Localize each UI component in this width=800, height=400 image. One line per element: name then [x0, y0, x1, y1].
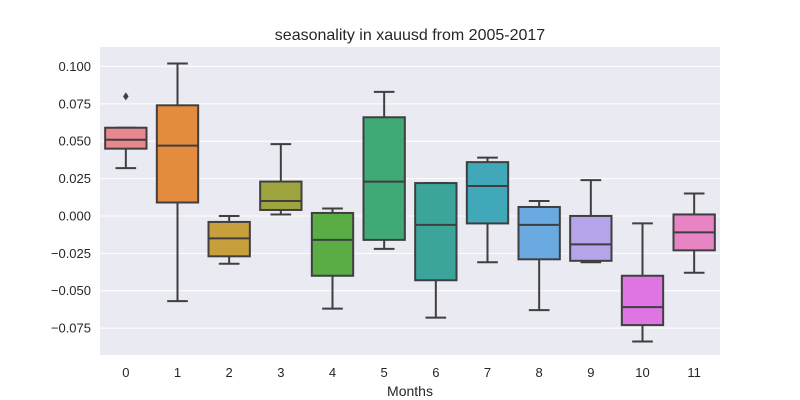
box-iqr — [310, 211, 355, 277]
x-tick-label: 2 — [226, 365, 233, 380]
y-tick-label: −0.050 — [51, 283, 91, 298]
y-tick-label: −0.075 — [51, 321, 91, 336]
x-tick-label: 11 — [687, 365, 701, 380]
plot-area — [100, 47, 720, 355]
x-tick-label: 10 — [635, 365, 649, 380]
box-month-9 — [569, 179, 613, 264]
y-tick-label: 0.000 — [58, 208, 91, 223]
x-tick-label: 6 — [432, 365, 439, 380]
box-month-3 — [259, 143, 303, 216]
box-iqr — [414, 182, 458, 282]
x-tick-label: 4 — [329, 365, 336, 380]
x-tick-label: 0 — [122, 365, 129, 380]
outlier-point — [123, 92, 129, 101]
box-month-6 — [414, 182, 458, 319]
x-axis-label: Months — [387, 383, 433, 399]
box-iqr — [362, 116, 406, 241]
box-iqr — [517, 205, 561, 261]
box-month-10 — [620, 222, 665, 343]
x-tick-labels: 0 1 2 3 4 5 6 7 8 9 10 11 — [122, 365, 701, 380]
box-iqr — [155, 104, 200, 204]
y-tick-label: 0.075 — [58, 96, 91, 111]
chart-title: seasonality in xauusd from 2005-2017 — [275, 27, 545, 44]
box-month-8 — [517, 200, 561, 312]
box-iqr — [104, 126, 148, 150]
x-tick-label: 8 — [536, 365, 543, 380]
box-series — [104, 62, 716, 343]
box-month-0 — [104, 92, 148, 170]
box-iqr — [620, 274, 665, 327]
box-month-5 — [362, 90, 406, 250]
box-month-11 — [672, 192, 716, 274]
y-tick-label: 0.050 — [58, 134, 91, 149]
x-tick-label: 1 — [174, 365, 181, 380]
box-month-2 — [207, 214, 251, 265]
box-iqr — [569, 214, 613, 262]
x-tick-label: 5 — [381, 365, 388, 380]
x-tick-label: 7 — [484, 365, 491, 380]
box-iqr — [465, 161, 510, 225]
y-tick-label: −0.025 — [51, 246, 91, 261]
box-iqr — [259, 180, 303, 211]
box-month-1 — [155, 62, 200, 303]
box-month-7 — [465, 156, 510, 264]
y-tick-label: 0.025 — [58, 171, 91, 186]
x-tick-label: 3 — [277, 365, 284, 380]
y-tick-label: 0.100 — [58, 59, 91, 74]
box-month-4 — [310, 207, 355, 310]
y-tick-labels: −0.075 −0.050 −0.025 0.000 0.025 0.050 0.075 0.… — [51, 59, 91, 336]
grid-lines — [100, 65, 720, 329]
x-tick-label: 9 — [587, 365, 594, 380]
